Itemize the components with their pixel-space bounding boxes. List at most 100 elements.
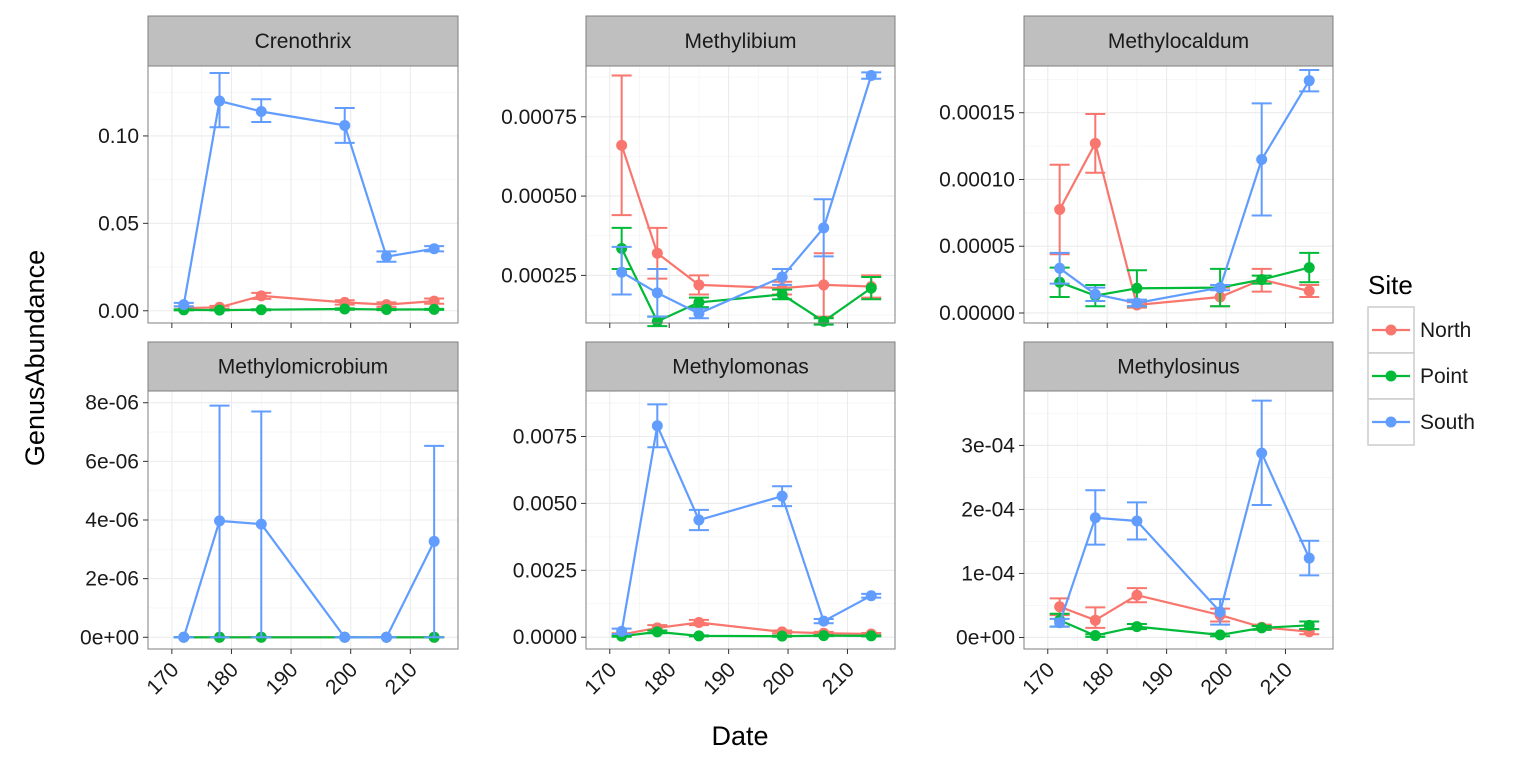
plot-area xyxy=(1024,66,1333,323)
legend-label: Point xyxy=(1420,365,1468,388)
data-point xyxy=(818,630,830,642)
y-tick-label: 0.05 xyxy=(98,212,139,235)
series-line xyxy=(1058,449,1311,624)
y-tick-label: 2e-04 xyxy=(961,498,1015,521)
panel-border xyxy=(585,65,896,324)
panel-title: Methylomicrobium xyxy=(218,356,388,379)
data-point xyxy=(616,625,628,637)
x-tick-label: 200 xyxy=(759,658,800,699)
y-tick-label: 3e-04 xyxy=(961,434,1015,457)
y-tick-label: 0.10 xyxy=(98,125,139,148)
series-line xyxy=(620,144,872,290)
legend-entry-south: South xyxy=(1367,398,1475,446)
panel-methylomonas: Methylomonas 0.0000 0.0025 0.0050 0.0075 170 1… xyxy=(513,341,896,699)
series-line xyxy=(182,99,435,305)
data-point xyxy=(651,420,663,432)
series-point xyxy=(611,626,882,642)
data-point xyxy=(818,615,830,627)
y-tick-label: 1e-04 xyxy=(961,562,1015,585)
data-point xyxy=(865,590,877,602)
data-point xyxy=(255,304,267,316)
y-tick-label: 6e-06 xyxy=(85,450,139,473)
series-line xyxy=(620,422,872,632)
data-point xyxy=(1214,282,1226,294)
panel-border xyxy=(1023,390,1334,650)
legend-title: Site xyxy=(1368,270,1413,300)
y-tick-label: 0.0025 xyxy=(513,559,577,582)
y-tick-label: 0.00000 xyxy=(939,302,1015,325)
data-point xyxy=(428,303,440,315)
data-point xyxy=(1131,282,1143,294)
y-tick-label: 4e-06 xyxy=(85,509,139,532)
y-tick-label: 0.00 xyxy=(98,300,139,323)
y-tick-label: 0.00075 xyxy=(501,106,577,129)
data-point xyxy=(178,299,190,311)
panel-strip xyxy=(1023,341,1334,392)
series-south xyxy=(611,403,882,637)
series-point xyxy=(611,226,882,328)
x-tick-label: 210 xyxy=(381,658,422,699)
plot-area xyxy=(586,391,895,649)
data-point xyxy=(1089,630,1101,642)
data-point xyxy=(1131,297,1143,309)
data-point xyxy=(693,279,705,291)
series-line xyxy=(620,247,872,323)
data-point xyxy=(214,515,226,527)
legend: Site North Point South xyxy=(1367,270,1475,446)
y-axis-title: GenusAbundance xyxy=(20,250,50,466)
series-south xyxy=(173,71,445,311)
x-tick-label: 200 xyxy=(1197,658,1238,699)
data-point xyxy=(818,279,830,291)
data-point xyxy=(651,315,663,327)
data-point xyxy=(865,630,877,642)
legend-entry-north: North xyxy=(1367,306,1471,354)
data-point xyxy=(255,518,267,530)
series-south xyxy=(1049,399,1320,629)
series-line xyxy=(621,621,872,636)
x-tick-label: 180 xyxy=(202,658,243,699)
panel-border xyxy=(585,390,896,650)
panel-border xyxy=(147,65,459,324)
data-point xyxy=(1054,204,1066,216)
legend-point xyxy=(1385,324,1397,336)
data-point xyxy=(1131,589,1143,601)
y-tick-label: 0.0000 xyxy=(513,626,577,649)
data-point xyxy=(339,119,351,131)
data-point xyxy=(776,288,788,300)
data-point xyxy=(428,295,440,307)
panel-title: Methylosinus xyxy=(1117,356,1240,379)
x-tick-label: 170 xyxy=(580,658,621,699)
data-point xyxy=(1256,153,1268,165)
x-tick-label: 190 xyxy=(262,658,303,699)
legend-point xyxy=(1385,416,1397,428)
data-point xyxy=(1089,512,1101,524)
series-line xyxy=(1059,619,1310,637)
data-point xyxy=(339,303,351,315)
y-tick-label: 8e-06 xyxy=(85,392,139,415)
x-tick-label: 210 xyxy=(818,658,859,699)
x-axis-title: Date xyxy=(711,721,768,751)
data-point xyxy=(1256,274,1268,286)
y-tick-label: 0.00025 xyxy=(501,264,577,287)
data-point xyxy=(651,287,663,299)
data-point xyxy=(693,514,705,526)
series-south xyxy=(611,70,882,320)
data-point xyxy=(178,631,190,643)
data-point xyxy=(651,247,663,259)
data-point xyxy=(693,307,705,319)
x-tick-label: 210 xyxy=(1256,658,1297,699)
plot-area xyxy=(148,66,458,323)
data-point xyxy=(214,95,226,107)
data-point xyxy=(428,243,440,255)
panel-title: Methylomonas xyxy=(672,356,809,379)
y-tick-label: 0.0075 xyxy=(513,425,577,448)
data-point xyxy=(693,296,705,308)
y-tick-label: 0.00010 xyxy=(939,168,1015,191)
y-tick-label: 0.00015 xyxy=(939,102,1015,125)
panel-title: Methylocaldum xyxy=(1108,30,1249,53)
data-point xyxy=(1303,552,1315,564)
x-tick-label: 200 xyxy=(321,658,362,699)
series-line xyxy=(1058,140,1310,307)
data-point xyxy=(1303,619,1315,631)
